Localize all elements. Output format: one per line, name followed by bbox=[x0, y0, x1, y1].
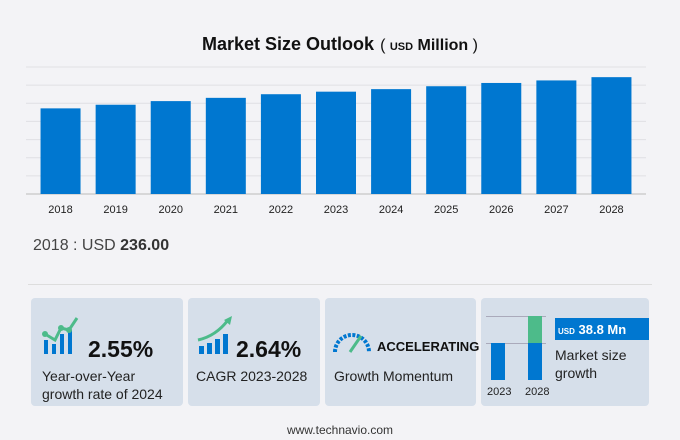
x-tick-label: 2023 bbox=[324, 204, 348, 216]
bar-2028-growth bbox=[528, 316, 542, 343]
speedometer-icon bbox=[333, 333, 371, 353]
yoy-value: 2.55% bbox=[88, 336, 154, 362]
bar-2023 bbox=[316, 91, 356, 194]
cagr-label: CAGR 2023-2028 bbox=[196, 368, 308, 384]
bar-2028 bbox=[528, 343, 542, 380]
base-year-value: 2018 : USD 236.00 bbox=[33, 237, 170, 254]
x-tick-label: 2027 bbox=[544, 204, 568, 216]
bar-chart: 2018 2019 2020 2021 2022 2023 2024 2025 2026 2027… bbox=[26, 66, 646, 216]
bar-2023 bbox=[491, 343, 505, 380]
growth-badge: USD 38.8 Mn bbox=[555, 318, 649, 340]
bar-2025 bbox=[426, 86, 467, 194]
x-tick-label: 2022 bbox=[269, 204, 293, 216]
x-tick-label: 2018 bbox=[48, 204, 72, 216]
bar-2018 bbox=[40, 108, 81, 194]
cagr-card: 2.64% CAGR 2023-2028 bbox=[188, 298, 320, 406]
market-growth-card: 2023 2028 USD 38.8 Mn Market size growth bbox=[481, 298, 649, 406]
gridline bbox=[486, 343, 546, 344]
x-tick-label: 2020 bbox=[158, 204, 182, 216]
x-tick-label: 2028 bbox=[599, 204, 623, 216]
x-tick-label: 2025 bbox=[434, 204, 458, 216]
growth-chart-icon bbox=[42, 317, 79, 354]
x-tick-label: 2024 bbox=[379, 204, 403, 216]
year-2028-label: 2028 bbox=[525, 386, 550, 398]
growth-label: Market size growth bbox=[555, 347, 627, 381]
x-tick-label: 2021 bbox=[214, 204, 238, 216]
x-tick-label: 2026 bbox=[489, 204, 513, 216]
bar-2024 bbox=[371, 89, 412, 194]
bar-2020 bbox=[150, 101, 191, 194]
momentum-value: ACCELERATING bbox=[377, 339, 480, 354]
yoy-card: 2.55% Year-over-Year growth rate of 2024 bbox=[31, 298, 183, 406]
footer-url: www.technavio.com bbox=[286, 423, 394, 437]
momentum-label: Growth Momentum bbox=[334, 368, 454, 384]
divider bbox=[28, 284, 652, 285]
bar-2026 bbox=[481, 82, 522, 194]
yoy-label: Year-over-Year growth rate of 2024 bbox=[42, 368, 163, 402]
x-tick-label: 2019 bbox=[103, 204, 127, 216]
chart-title: Market Size Outlook( USD Million ) bbox=[202, 34, 478, 54]
momentum-card: ACCELERATING Growth Momentum bbox=[325, 298, 480, 406]
cagr-value: 2.64% bbox=[236, 336, 302, 362]
bar-2019 bbox=[95, 104, 136, 194]
bar-2021 bbox=[205, 97, 246, 194]
bar-2027 bbox=[536, 80, 577, 194]
cagr-chart-icon bbox=[197, 316, 232, 354]
gridline bbox=[486, 316, 546, 317]
bar-2022 bbox=[260, 94, 301, 194]
year-2023-label: 2023 bbox=[487, 386, 512, 398]
bar-2028 bbox=[591, 77, 632, 194]
